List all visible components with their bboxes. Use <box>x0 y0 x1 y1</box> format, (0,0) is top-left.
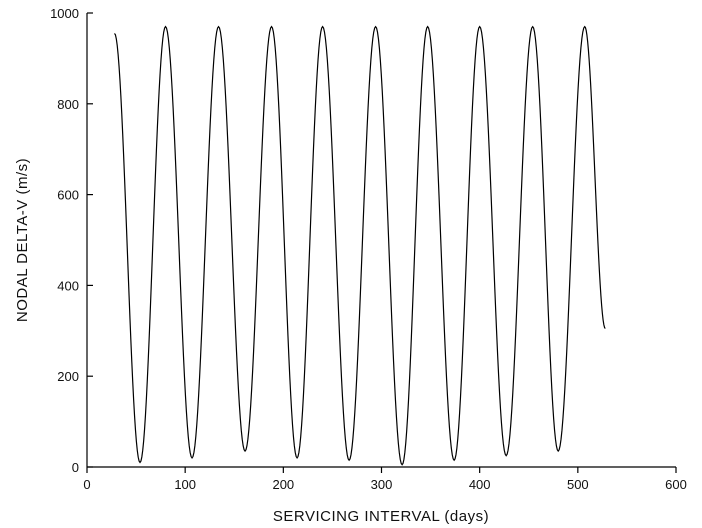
y-tick-label: 1000 <box>50 6 79 21</box>
x-tick-label: 0 <box>83 477 90 492</box>
y-axis-title: NODAL DELTA-V (m/s) <box>14 158 31 322</box>
x-tick-label: 100 <box>174 477 196 492</box>
x-ticks: 0 100 200 300 400 500 600 <box>83 467 687 492</box>
y-tick-label: 600 <box>57 188 79 203</box>
x-tick-label: 600 <box>665 477 687 492</box>
y-tick-label: 400 <box>57 278 79 293</box>
y-tick-label: 0 <box>72 460 79 475</box>
series-layer <box>113 25 606 466</box>
x-axis-title: SERVICING INTERVAL (days) <box>273 508 489 525</box>
y-tick-label: 200 <box>57 369 79 384</box>
x-tick-label: 400 <box>469 477 491 492</box>
series-line-0 <box>113 25 606 466</box>
y-tick-label: 800 <box>57 97 79 112</box>
x-tick-label: 300 <box>371 477 393 492</box>
x-tick-label: 500 <box>567 477 589 492</box>
x-tick-label: 200 <box>272 477 294 492</box>
y-ticks: 0 200 400 600 800 1000 <box>50 6 93 475</box>
